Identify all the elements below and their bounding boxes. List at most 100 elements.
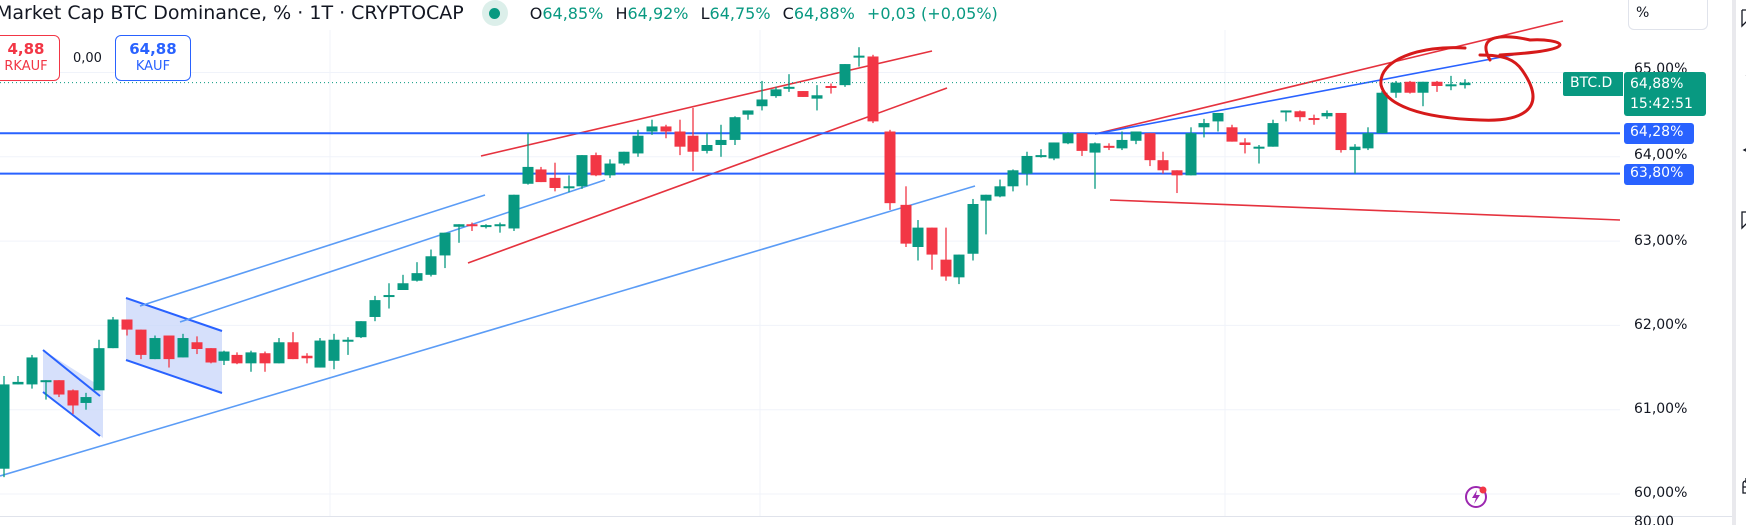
candle[interactable] — [328, 333, 340, 370]
candle[interactable] — [839, 64, 851, 87]
candle[interactable] — [121, 319, 133, 336]
candle[interactable] — [425, 249, 437, 277]
candle[interactable] — [466, 222, 478, 231]
symbol-title[interactable]: Market Cap BTC Dominance, % · 1T · CRYPT… — [0, 2, 464, 24]
sell-button[interactable]: 4,88 RKAUF — [0, 35, 60, 81]
candle[interactable] — [687, 107, 699, 172]
candle[interactable] — [549, 162, 561, 192]
candle[interactable] — [163, 335, 175, 368]
candle[interactable] — [1198, 118, 1210, 138]
candle[interactable] — [494, 222, 506, 233]
watchlist-icon[interactable] — [1740, 8, 1746, 28]
candle[interactable] — [1349, 144, 1361, 174]
candle[interactable] — [67, 389, 79, 414]
candle[interactable] — [1062, 132, 1074, 145]
candle[interactable] — [590, 152, 602, 177]
candle[interactable] — [508, 194, 520, 231]
candle[interactable] — [1035, 149, 1047, 158]
candle[interactable] — [1321, 110, 1333, 119]
candle[interactable] — [0, 375, 10, 478]
candle[interactable] — [535, 166, 547, 183]
candle[interactable] — [26, 354, 38, 389]
candle[interactable] — [884, 129, 896, 210]
lightning-alert-icon[interactable] — [1463, 483, 1489, 509]
candle[interactable] — [563, 175, 575, 193]
candle[interactable] — [287, 332, 299, 360]
candle[interactable] — [355, 321, 367, 339]
candle[interactable] — [797, 91, 809, 97]
candle[interactable] — [1335, 112, 1347, 153]
candle[interactable] — [301, 353, 313, 364]
candle[interactable] — [967, 198, 979, 261]
candle[interactable] — [825, 83, 837, 94]
candle[interactable] — [383, 283, 395, 309]
candle[interactable] — [1103, 143, 1115, 151]
candle[interactable] — [40, 380, 52, 400]
candle[interactable] — [12, 375, 24, 385]
help-icon[interactable] — [1740, 410, 1746, 430]
buy-button[interactable]: 64,88 KAUF — [114, 35, 191, 81]
candle[interactable] — [107, 316, 119, 349]
candle[interactable] — [576, 155, 588, 189]
candle[interactable] — [1294, 110, 1306, 122]
candle[interactable] — [1417, 81, 1429, 107]
candle[interactable] — [1144, 133, 1156, 167]
candle[interactable] — [218, 350, 230, 366]
candle[interactable] — [1089, 142, 1101, 189]
chat-icon[interactable] — [1740, 210, 1746, 230]
candle[interactable] — [980, 194, 992, 235]
candle[interactable] — [1076, 133, 1088, 156]
candle[interactable] — [1308, 114, 1320, 125]
candle[interactable] — [618, 151, 630, 166]
candle[interactable] — [1390, 80, 1402, 98]
candle[interactable] — [1130, 131, 1142, 145]
candle[interactable] — [853, 47, 865, 67]
candle[interactable] — [1116, 131, 1128, 151]
candle[interactable] — [646, 119, 658, 135]
candle[interactable] — [205, 348, 217, 364]
candle[interactable] — [149, 335, 161, 360]
candle[interactable] — [53, 380, 65, 398]
candle[interactable] — [912, 220, 924, 261]
candle[interactable] — [480, 224, 492, 229]
candle[interactable] — [1171, 170, 1183, 194]
candle[interactable] — [439, 232, 451, 269]
candle[interactable] — [1404, 80, 1416, 94]
candle[interactable] — [867, 54, 879, 124]
level-tag-2[interactable]: 63,80% — [1624, 164, 1694, 185]
price-chart-canvas[interactable] — [0, 0, 1620, 525]
candle[interactable] — [674, 119, 686, 156]
candle[interactable] — [1185, 127, 1197, 176]
candle[interactable] — [926, 227, 938, 270]
candle[interactable] — [1048, 142, 1060, 161]
candle[interactable] — [177, 333, 189, 358]
candle[interactable] — [369, 295, 381, 322]
alarm-clock-icon[interactable] — [1740, 72, 1746, 92]
candle[interactable] — [604, 159, 616, 178]
candle[interactable] — [1376, 91, 1388, 134]
pane-separator[interactable] — [0, 516, 1732, 517]
candle[interactable] — [245, 350, 257, 372]
candle[interactable] — [701, 133, 713, 154]
calendar-icon[interactable] — [1740, 475, 1746, 495]
price-scale[interactable]: 65,00% 64,00% 63,00% 62,00% 61,00% 60,00… — [1620, 0, 1694, 525]
level-tag-1[interactable]: 64,28% — [1624, 123, 1694, 144]
candle[interactable] — [1362, 127, 1374, 151]
candle[interactable] — [314, 338, 326, 368]
candle[interactable] — [940, 227, 952, 281]
candle[interactable] — [1021, 151, 1033, 186]
candle[interactable] — [93, 339, 105, 391]
candle[interactable] — [273, 338, 285, 364]
candle[interactable] — [453, 224, 465, 243]
candle[interactable] — [1280, 110, 1292, 122]
candle[interactable] — [342, 337, 354, 355]
candle[interactable] — [135, 329, 147, 360]
candle[interactable] — [900, 186, 912, 248]
candle[interactable] — [411, 262, 423, 282]
candle[interactable] — [811, 85, 823, 111]
candle[interactable] — [397, 274, 409, 290]
share-icon[interactable] — [1740, 140, 1746, 160]
candle[interactable] — [1212, 112, 1224, 132]
candle[interactable] — [660, 124, 672, 139]
candle[interactable] — [259, 351, 271, 372]
